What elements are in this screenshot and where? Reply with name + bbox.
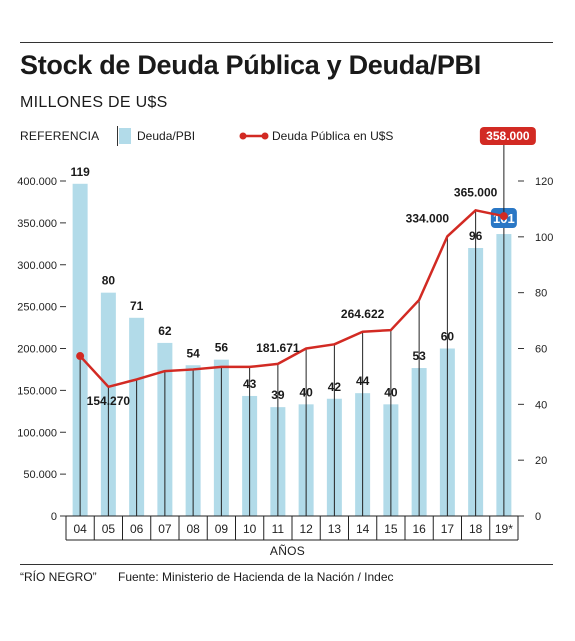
x-tick-label: 11 bbox=[272, 522, 285, 536]
x-tick-label: 05 bbox=[102, 522, 116, 536]
y-right-tick-label: 100 bbox=[535, 232, 553, 244]
footer-credit: “RÍO NEGRO” bbox=[20, 570, 97, 584]
legend: REFERENCIA Deuda/PBI Deuda Pública en U$… bbox=[20, 126, 560, 146]
bar-value-label: 62 bbox=[158, 324, 172, 338]
bar-value-label: 42 bbox=[328, 380, 342, 394]
debt-point-label: 358.000 bbox=[486, 129, 530, 143]
x-tick-label: 07 bbox=[158, 522, 172, 536]
y-right-tick-label: 80 bbox=[535, 288, 547, 300]
chart-subtitle: MILLONES DE U$S bbox=[20, 94, 168, 111]
y-left-tick-label: 350.000 bbox=[17, 218, 57, 230]
bottom-rule bbox=[20, 564, 553, 565]
y-right-tick-label: 0 bbox=[535, 511, 541, 523]
debt-line-endpoint bbox=[499, 212, 508, 221]
legend-reference-label: REFERENCIA bbox=[20, 129, 100, 143]
chart-title: Stock de Deuda Pública y Deuda/PBI bbox=[20, 50, 481, 80]
x-tick-label: 15 bbox=[384, 522, 398, 536]
legend-separator bbox=[117, 126, 118, 146]
bar-value-label: 43 bbox=[243, 377, 257, 391]
x-tick-label: 10 bbox=[243, 522, 257, 536]
y-left-tick-label: 200.000 bbox=[17, 344, 57, 356]
y-right-tick-label: 40 bbox=[535, 399, 547, 411]
bar-value-label: 56 bbox=[215, 341, 229, 355]
bar-value-label: 96 bbox=[469, 229, 483, 243]
debt-point-label: 154.270 bbox=[87, 394, 131, 408]
debt-point-label: 264.622 bbox=[341, 307, 385, 321]
y-left-tick-label: 150.000 bbox=[17, 385, 57, 397]
legend-bar-swatch bbox=[119, 128, 131, 144]
bar-value-label: 54 bbox=[186, 346, 200, 360]
bar-value-label: 71 bbox=[130, 299, 144, 313]
y-left-tick-label: 50.000 bbox=[23, 469, 57, 481]
bar-value-label: 119 bbox=[70, 165, 90, 179]
footer: “RÍO NEGRO” Fuente: Ministerio de Hacien… bbox=[20, 570, 394, 584]
debt-point-label: 365.000 bbox=[454, 185, 498, 199]
y-right-tick-label: 120 bbox=[535, 176, 553, 188]
debt-callout-box bbox=[479, 127, 536, 145]
legend-line-label: Deuda Pública en U$S bbox=[272, 129, 394, 143]
bar-value-label: 44 bbox=[356, 374, 370, 388]
x-tick-label: 18 bbox=[469, 522, 483, 536]
y-left-tick-label: 400.000 bbox=[17, 176, 57, 188]
x-tick-label: 06 bbox=[130, 522, 144, 536]
x-tick-label: 04 bbox=[73, 522, 87, 536]
legend-line-swatch bbox=[239, 132, 269, 140]
footer-source: Fuente: Ministerio de Hacienda de la Nac… bbox=[118, 570, 394, 584]
x-tick-label: 08 bbox=[186, 522, 200, 536]
y-right-tick-label: 20 bbox=[535, 455, 547, 467]
y-left-tick-label: 0 bbox=[51, 511, 57, 523]
x-tick-label: 17 bbox=[441, 522, 455, 536]
debt-point-label: 181.671 bbox=[256, 341, 300, 355]
bar-value-label: 40 bbox=[299, 385, 313, 399]
y-left-tick-label: 250.000 bbox=[17, 302, 57, 314]
bar-value-label: 39 bbox=[271, 388, 285, 402]
x-tick-label: 13 bbox=[328, 522, 342, 536]
bar bbox=[72, 183, 88, 516]
bar-value-label: 40 bbox=[384, 385, 398, 399]
y-right-tick-label: 60 bbox=[535, 344, 547, 356]
x-tick-label: 09 bbox=[215, 522, 229, 536]
top-rule bbox=[20, 42, 553, 43]
x-axis-title: AÑOS bbox=[269, 544, 306, 558]
x-tick-label: 12 bbox=[299, 522, 313, 536]
debt-line bbox=[79, 209, 505, 389]
x-tick-label: 16 bbox=[412, 522, 426, 536]
x-tick-label: 14 bbox=[356, 522, 370, 536]
bar-value-label: 60 bbox=[441, 330, 455, 344]
bar-value-label: 80 bbox=[102, 274, 116, 288]
y-left-tick-label: 300.000 bbox=[17, 260, 57, 272]
x-tick-label: 19* bbox=[495, 522, 513, 536]
debt-line-endpoint bbox=[76, 352, 85, 361]
y-left-tick-label: 100.000 bbox=[17, 427, 57, 439]
legend-bar-label: Deuda/PBI bbox=[137, 129, 196, 143]
bar-value-label: 53 bbox=[412, 349, 426, 363]
debt-point-label: 334.000 bbox=[406, 211, 450, 225]
